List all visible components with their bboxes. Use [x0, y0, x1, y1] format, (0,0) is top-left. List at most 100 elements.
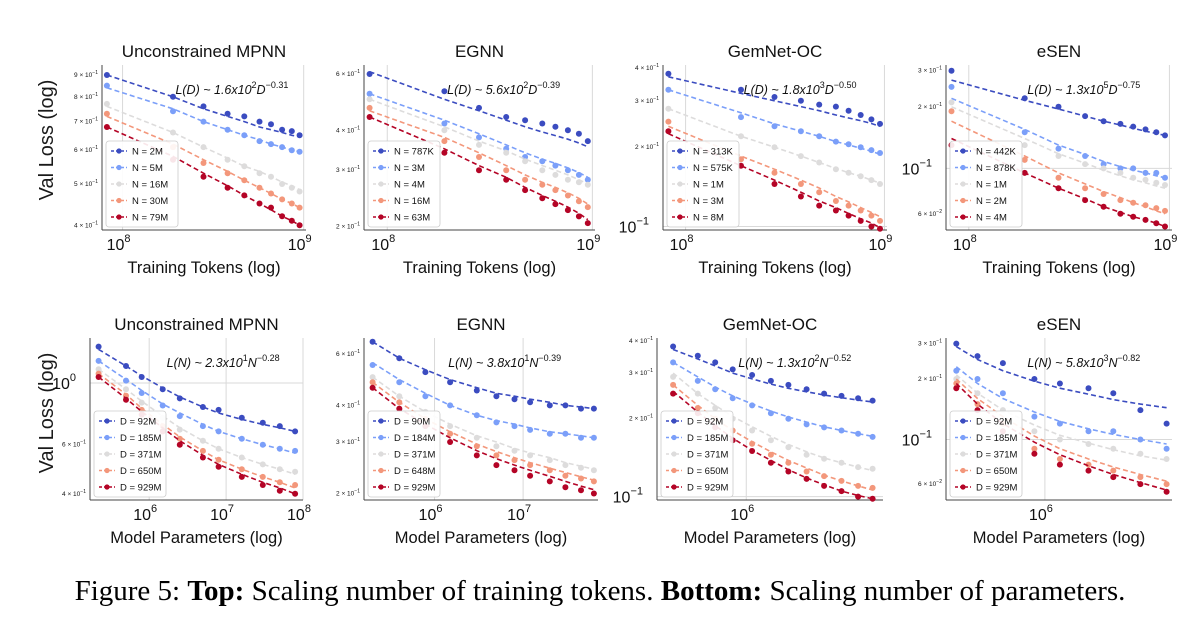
y-tick-label: 2 × 10−1 [918, 102, 942, 111]
data-point [259, 482, 266, 488]
data-point [473, 452, 480, 459]
data-point [1142, 176, 1149, 183]
x-tick-label: 108 [107, 233, 131, 254]
data-point [771, 123, 778, 130]
data-point [712, 405, 719, 411]
legend-entry: D = 185M [99, 433, 162, 444]
fit-line [955, 378, 1167, 482]
legend-entry: N = 442K [955, 147, 1017, 158]
fit-line [106, 105, 300, 191]
series-n-1m [948, 99, 1168, 189]
legend-box [949, 140, 1023, 228]
legend-label: N = 878K [976, 163, 1017, 174]
legend-swatch-dot [960, 418, 966, 424]
data-point [279, 144, 286, 151]
x-tick-label: 108 [371, 233, 395, 254]
data-point [256, 184, 263, 191]
data-point [1021, 169, 1028, 176]
legend-swatch-dot [677, 148, 683, 154]
data-point [1130, 213, 1137, 220]
data-point [1085, 461, 1092, 468]
data-point [564, 207, 571, 214]
legend-entry: D = 185M [955, 433, 1018, 444]
x-tick-label: 106 [133, 503, 157, 524]
data-point [552, 123, 559, 130]
data-point [832, 198, 839, 204]
data-point [476, 141, 482, 148]
data-point [578, 475, 584, 482]
legend-entry: N = 2M [955, 196, 1007, 207]
data-point [1110, 445, 1117, 452]
data-point [749, 448, 756, 454]
data-point [1110, 390, 1117, 397]
data-point [224, 126, 231, 133]
x-tick-label: 108 [670, 233, 694, 254]
legend-label: D = 650M [120, 466, 162, 477]
data-point [95, 374, 102, 380]
series-d-185m [953, 366, 1170, 452]
data-point [522, 158, 529, 165]
y-tick-label: 7 × 10−1 [74, 117, 98, 126]
data-point [296, 222, 303, 229]
data-point [1162, 174, 1168, 181]
legend-swatch-dot [104, 484, 110, 490]
data-point [738, 86, 744, 93]
equation-label: L(D) ~ 1.8x103D−0.50 [744, 80, 857, 97]
data-point [564, 167, 571, 174]
data-point [292, 428, 299, 435]
data-point [821, 473, 828, 480]
data-point [1055, 174, 1062, 181]
data-point [238, 473, 245, 480]
legend-entry: N = 4M [373, 180, 425, 191]
legend-entry: D = 371M [373, 450, 436, 461]
legend-entry: D = 371M [666, 450, 729, 461]
panel-3-gemnet-oc: GemNet-OC Training Tokens (log)108 109 10−1… [619, 42, 893, 277]
data-point [999, 390, 1006, 397]
data-point [241, 163, 248, 170]
data-point [1153, 205, 1160, 212]
data-point [527, 426, 534, 433]
legend-swatch-dot [116, 214, 122, 220]
data-point [877, 225, 883, 232]
legend-label: D = 648M [394, 466, 436, 477]
data-point [238, 414, 245, 421]
legend-label: N = 8M [693, 213, 724, 224]
data-point [176, 441, 183, 448]
data-point [1082, 153, 1089, 159]
data-point [1021, 142, 1028, 149]
data-point [238, 466, 245, 473]
legend-entry: N = 3M [672, 196, 724, 207]
fit-line [955, 374, 1167, 461]
legend-entry: N = 16M [111, 180, 168, 191]
legend-entry: D = 929M [666, 483, 729, 494]
data-point [670, 390, 677, 397]
data-point [767, 459, 774, 466]
data-point [503, 167, 510, 174]
y-tick-label: 4 × 10−1 [629, 336, 653, 345]
data-point [1056, 456, 1063, 462]
legend: N = 313K N = 575K N = 1M N = 3M N = 8M [666, 140, 740, 228]
legend-label: N = 4M [976, 213, 1007, 224]
legend-label: N = 787K [394, 147, 435, 158]
data-point [816, 101, 823, 108]
legend-swatch-dot [104, 451, 110, 457]
data-point [493, 393, 500, 400]
series-d-371m [369, 374, 597, 474]
caption-bottom-text: Scaling number of parameters. [762, 575, 1126, 607]
y-tick-label: 3 × 10−1 [629, 368, 653, 377]
data-point [1021, 156, 1028, 163]
data-point [578, 464, 584, 471]
data-point [276, 479, 283, 486]
data-point [292, 490, 299, 497]
data-point [948, 83, 955, 90]
data-point [296, 148, 303, 155]
y-tick-label: 100 [52, 372, 76, 393]
data-point [665, 128, 672, 135]
data-point [396, 355, 403, 362]
data-point [503, 176, 510, 183]
x-tick-label: 107 [210, 503, 234, 524]
y-tick-label: 6 × 10−1 [336, 69, 360, 78]
data-point [832, 166, 839, 173]
data-point [857, 144, 864, 151]
data-point [288, 200, 295, 207]
